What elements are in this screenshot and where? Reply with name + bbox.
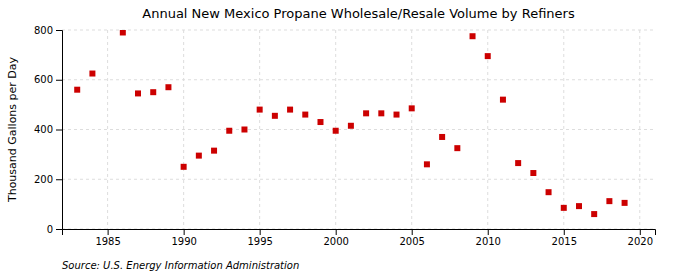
x-tick-mark: [412, 229, 413, 235]
point: [211, 148, 217, 154]
y-grid-line: [62, 129, 655, 130]
x-grid-line: [107, 30, 108, 229]
x-tick: 1995: [247, 229, 272, 247]
point: [485, 53, 491, 59]
point: [500, 97, 506, 103]
chart-svg: 1985 1990 1995 2000 2005 2010 2015 2020 0 200 400 6…: [0, 0, 675, 275]
y-tick-mark: [56, 229, 62, 230]
chart-container: 1985 1990 1995 2000 2005 2010 2015 2020 0 200 400 6…: [0, 0, 675, 275]
point: [622, 200, 628, 206]
y-tick: 800: [34, 25, 62, 36]
y-tick-mark: [56, 130, 62, 131]
x-axis-line: [63, 230, 656, 236]
y-tick-label: 200: [34, 174, 53, 185]
x-tick-label: 2000: [323, 236, 348, 247]
x-tick: 2010: [476, 229, 501, 247]
point: [74, 87, 80, 93]
x-tick-mark: [108, 229, 109, 235]
y-grid-line: [62, 79, 655, 80]
y-tick-label: 800: [34, 25, 53, 36]
x-tick-label: 2010: [476, 236, 501, 247]
point: [226, 128, 232, 134]
y-tick-label: 0: [47, 224, 53, 235]
y-tick-label: 600: [34, 74, 53, 85]
x-tick-label: 2005: [399, 236, 424, 247]
point: [196, 153, 202, 159]
x-tick: 2020: [628, 229, 653, 247]
y-tick-mark: [56, 80, 62, 81]
point: [454, 145, 460, 151]
point: [394, 112, 400, 118]
point: [424, 161, 430, 167]
y-tick-mark: [56, 179, 62, 180]
x-tick-label: 2020: [628, 236, 653, 247]
point: [181, 164, 187, 170]
x-tick-mark: [336, 229, 337, 235]
y-tick: 600: [34, 74, 62, 85]
point: [287, 107, 293, 113]
point: [165, 84, 171, 90]
point: [409, 105, 415, 111]
x-tick: 1990: [171, 229, 196, 247]
x-tick: 2000: [323, 229, 348, 247]
point: [135, 90, 141, 96]
y-tick-label: 400: [34, 124, 53, 135]
y-axis: 0 200 400 600 800: [34, 25, 63, 235]
x-tick: 2005: [399, 229, 424, 247]
point: [606, 198, 612, 204]
point: [348, 123, 354, 129]
point: [530, 170, 536, 176]
x-tick-mark: [260, 229, 261, 235]
point: [120, 30, 126, 35]
y-tick-mark: [56, 30, 62, 31]
y-tick: 0: [47, 224, 62, 235]
point: [241, 127, 247, 133]
y-axis-label: Thousand Gallons per Day: [6, 56, 19, 203]
x-tick-label: 1985: [95, 236, 120, 247]
x-tick: 1985: [95, 229, 120, 247]
point: [363, 110, 369, 116]
point: [561, 205, 567, 211]
grid: [62, 30, 655, 229]
y-axis-line: [56, 31, 63, 230]
y-grid-line: [62, 30, 655, 31]
point: [439, 134, 445, 140]
x-axis: 1985 1990 1995 2000 2005 2010 2015 2020: [63, 229, 656, 247]
x-tick-mark: [564, 229, 565, 235]
x-tick: 2015: [552, 229, 577, 247]
point: [150, 89, 156, 95]
x-grid-line: [563, 30, 564, 229]
x-tick-label: 1995: [247, 236, 272, 247]
points: [74, 30, 627, 217]
x-tick-label: 1990: [171, 236, 196, 247]
point: [89, 71, 95, 77]
point: [333, 128, 339, 134]
x-tick-mark: [488, 229, 489, 235]
point: [576, 203, 582, 209]
point: [257, 107, 263, 113]
point: [515, 160, 521, 166]
x-tick-label: 2015: [552, 236, 577, 247]
y-tick: 400: [34, 124, 62, 135]
plot-area: 1985 1990 1995 2000 2005 2010 2015 2020 0 200 400 6…: [34, 25, 656, 247]
x-tick-mark: [184, 229, 185, 235]
y-tick: 200: [34, 174, 62, 185]
point: [378, 110, 384, 116]
y-grid-line: [62, 179, 655, 180]
point: [546, 189, 552, 195]
point: [470, 33, 476, 39]
point: [302, 112, 308, 118]
point: [317, 119, 323, 125]
annotation: Source: U.S. Energy Information Administ…: [62, 260, 299, 271]
point: [272, 113, 278, 119]
point: [591, 211, 597, 217]
title: Annual New Mexico Propane Wholesale/Resa…: [142, 6, 575, 21]
x-tick-mark: [640, 229, 641, 235]
